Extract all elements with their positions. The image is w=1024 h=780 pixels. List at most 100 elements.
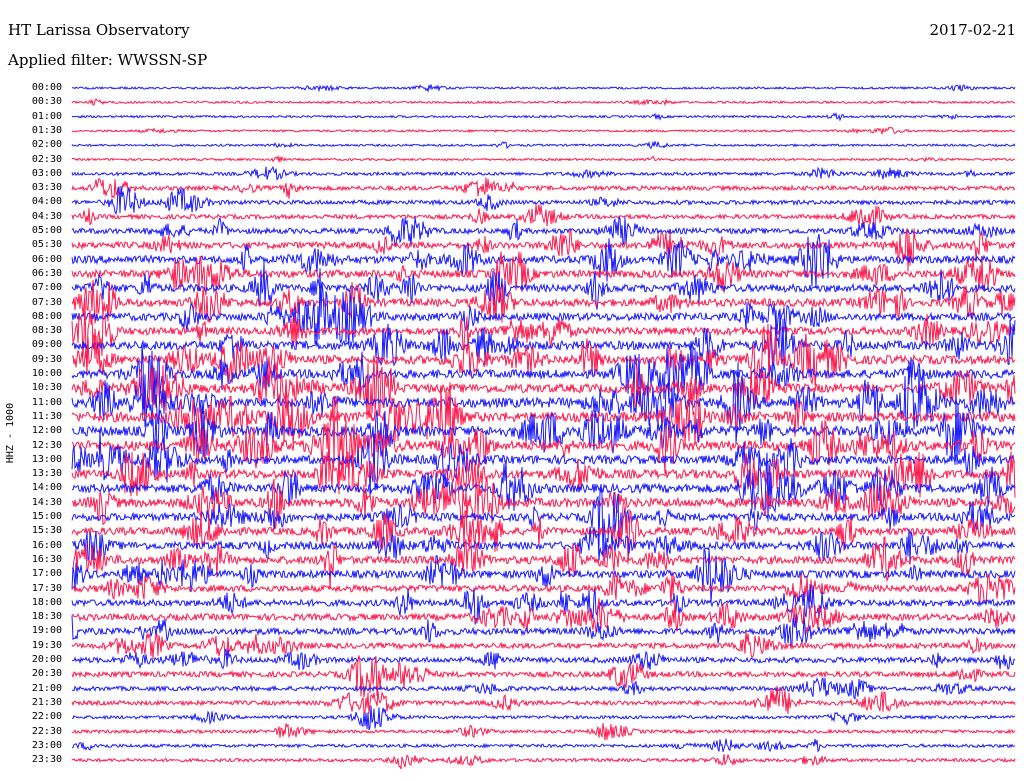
time-label: 04:00 <box>31 196 62 208</box>
trace-line <box>71 548 1016 604</box>
time-label: 21:00 <box>31 682 62 694</box>
time-label: 15:30 <box>31 525 62 537</box>
time-label: 02:00 <box>31 139 62 151</box>
time-label: 00:00 <box>31 82 62 93</box>
trace-line <box>71 261 1016 310</box>
trace-line <box>71 298 1016 360</box>
trace-line <box>71 280 1016 324</box>
time-axis: 00:00 00:30 01:00 01:30 02:00 02:30 03:00 03:30… <box>0 0 70 780</box>
time-label: 13:30 <box>31 468 62 480</box>
time-label: 21:30 <box>31 696 62 708</box>
trace-line <box>71 140 1016 150</box>
time-label: 22:30 <box>31 725 62 737</box>
trace-line <box>71 251 1016 296</box>
station-title: HT Larissa Observatory <box>8 21 190 39</box>
trace-line <box>71 268 1016 345</box>
trace-line <box>71 677 1016 700</box>
trace-line <box>71 526 1016 564</box>
trace-line <box>71 204 1016 232</box>
time-label: 12:30 <box>31 439 62 451</box>
time-label: 13:00 <box>31 453 62 465</box>
time-label: 14:00 <box>31 482 62 494</box>
time-label: 07:30 <box>31 296 62 308</box>
time-label: 08:30 <box>31 325 62 337</box>
time-label: 20:30 <box>31 668 62 680</box>
trace-line <box>71 686 1016 714</box>
time-label: 07:00 <box>31 282 62 294</box>
time-label: 03:00 <box>31 167 62 179</box>
time-label: 01:00 <box>31 110 62 122</box>
trace-line <box>71 397 1015 465</box>
trace-line <box>71 154 1016 163</box>
trace-line <box>71 185 1016 216</box>
time-label: 05:00 <box>31 225 62 236</box>
time-label: 23:00 <box>31 739 62 751</box>
trace-line <box>71 738 1016 753</box>
trace-line <box>71 396 1016 495</box>
trace-line <box>71 449 1016 498</box>
trace-line <box>71 452 1016 522</box>
trace-line <box>71 723 1016 741</box>
time-label: 02:30 <box>31 153 62 165</box>
time-label: 23:30 <box>31 754 62 766</box>
trace-line <box>71 308 1016 371</box>
time-label: 05:30 <box>31 239 62 251</box>
trace-line <box>71 165 1016 181</box>
filter-label: Applied filter: WWSSN-SP <box>8 51 208 69</box>
time-label: 11:30 <box>31 410 62 422</box>
trace-line <box>71 536 1016 589</box>
time-label: 15:00 <box>31 511 62 522</box>
time-label: 06:00 <box>31 253 62 265</box>
trace-line <box>71 233 1016 288</box>
time-label: 18:30 <box>31 611 62 623</box>
trace-line <box>71 705 1016 731</box>
trace-line <box>71 382 1016 445</box>
trace-line <box>71 228 1016 272</box>
time-label: 09:30 <box>31 353 62 365</box>
time-label: 11:00 <box>31 396 62 408</box>
time-label: 03:30 <box>31 182 62 194</box>
time-label: 20:00 <box>31 654 62 665</box>
time-label: 16:00 <box>31 539 62 551</box>
time-label: 01:30 <box>31 124 62 136</box>
time-label: 19:30 <box>31 639 62 651</box>
trace-line <box>71 613 1016 647</box>
trace-line <box>71 655 1016 698</box>
trace-line <box>71 483 1016 559</box>
time-label: 10:00 <box>31 368 62 379</box>
trace-line <box>71 177 1016 199</box>
trace-line <box>71 357 1016 444</box>
trace-line <box>71 500 1016 565</box>
trace-line <box>71 572 1016 606</box>
time-label: 17:00 <box>31 568 62 580</box>
trace-line <box>71 647 1016 671</box>
date-label: 2017-02-21 <box>929 21 1016 39</box>
trace-line <box>71 215 1016 248</box>
trace-line <box>71 355 1016 420</box>
time-label: 08:00 <box>31 310 62 322</box>
trace-line <box>71 598 1016 635</box>
trace-line <box>71 753 1016 770</box>
trace-line <box>71 97 1016 107</box>
trace-line <box>71 323 1016 401</box>
trace-line <box>71 430 1016 496</box>
trace-line <box>71 126 1016 135</box>
time-label: 14:30 <box>31 496 62 508</box>
time-label: 09:00 <box>31 339 62 351</box>
time-label: 12:00 <box>31 425 62 437</box>
trace-line <box>71 584 1016 625</box>
time-label: 04:30 <box>31 210 62 222</box>
trace-line <box>71 111 1016 122</box>
time-label: 16:30 <box>31 553 62 565</box>
time-label: 10:30 <box>31 382 62 394</box>
time-label: 18:00 <box>31 596 62 608</box>
trace-line <box>71 84 1016 93</box>
time-label: 00:30 <box>31 96 62 108</box>
time-label: 06:30 <box>31 267 62 279</box>
trace-group <box>71 84 1016 770</box>
time-label: 22:00 <box>31 711 62 723</box>
trace-line <box>71 343 1016 415</box>
trace-line <box>71 631 1016 659</box>
time-label: 19:00 <box>31 625 62 637</box>
